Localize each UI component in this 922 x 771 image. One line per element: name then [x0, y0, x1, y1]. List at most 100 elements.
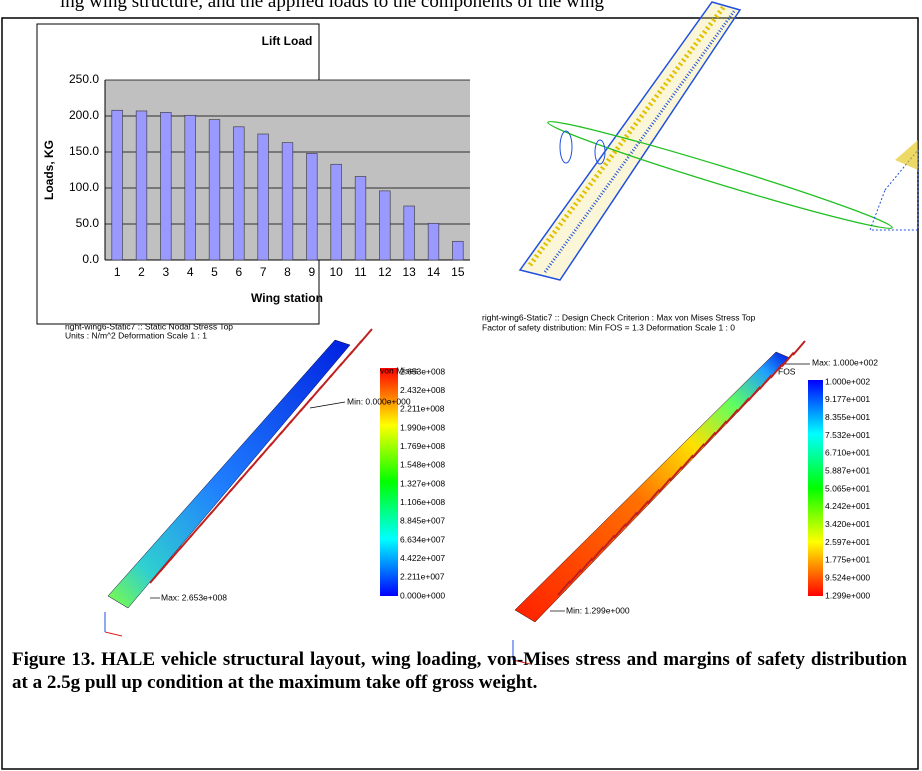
x-tick-label: 13 [402, 265, 416, 279]
x-tick-label: 3 [162, 265, 169, 279]
colorbar-label: 9.524e+000 [825, 572, 870, 582]
load-arrow [713, 420, 728, 436]
colorbar-label: 8.845e+007 [400, 516, 445, 526]
colorbar-label: 5.887e+001 [825, 465, 870, 475]
fos-header: Factor of safety distribution: Min FOS =… [482, 322, 735, 332]
y-tick-label: 50.0 [76, 216, 100, 230]
colorbar-label: 6.710e+001 [825, 448, 870, 458]
load-arrow [758, 374, 773, 390]
load-arrows [149, 328, 806, 596]
x-tick-label: 10 [329, 265, 343, 279]
load-arrow [590, 546, 605, 562]
colorbar-label: 5.065e+001 [825, 483, 870, 493]
bar [257, 133, 269, 261]
y-tick-label: 100.0 [69, 180, 99, 194]
fos-colorbar [808, 380, 823, 596]
load-arrow [691, 443, 706, 459]
bar [354, 176, 367, 261]
x-tick-label: 4 [187, 265, 194, 279]
fos-wing [514, 351, 791, 623]
colorbar-label: 1.327e+008 [400, 478, 445, 488]
colorbar-label: 4.422e+007 [400, 553, 445, 563]
colorbar-label: 2.211e+008 [400, 404, 445, 414]
x-tick-label: 11 [354, 265, 367, 279]
load-arrow [781, 351, 795, 368]
load-arrow [613, 523, 627, 539]
colorbar-label: 2.432e+008 [400, 385, 445, 395]
colorbar-label: 1.775e+001 [825, 555, 870, 565]
load-arrow [568, 568, 582, 585]
bar [208, 119, 221, 261]
colorbar-label: 9.177e+001 [825, 394, 870, 404]
y-tick-label: 200.0 [69, 108, 99, 122]
load-arrow [624, 511, 638, 528]
stress-header: Units : N/m^2 Deformation Scale 1 : 1 [65, 330, 207, 340]
x-tick-label: 1 [114, 265, 121, 279]
colorbar-label: 7.532e+001 [825, 430, 870, 440]
x-tick-label: 8 [284, 265, 291, 279]
stress-legend-title: von Mises [380, 365, 418, 375]
bar [281, 142, 294, 261]
bar [452, 240, 464, 261]
load-arrow [736, 397, 750, 413]
stress-max: Max: 2.653e+008 [161, 592, 227, 602]
colorbar-label: 6.634e+007 [400, 534, 445, 544]
x-axis-label: Wing station [251, 291, 323, 305]
colorbar-label: 2.597e+001 [825, 537, 870, 547]
x-tick-label: 9 [308, 265, 315, 279]
colorbar-label: 1.548e+008 [400, 460, 445, 470]
load-arrow [602, 534, 616, 550]
load-arrow [635, 500, 650, 516]
bar [379, 190, 391, 261]
load-arrow [359, 328, 373, 344]
x-tick-label: 12 [378, 265, 392, 279]
colorbar-label: 2.653e+008 [400, 366, 445, 376]
colorbar-label: 1.769e+008 [400, 441, 445, 451]
bar [135, 110, 148, 261]
load-arrow [680, 454, 694, 470]
stress-header: right-wing6-Static7 :: Static Nodal Stre… [65, 321, 233, 331]
x-tick-label: 2 [138, 265, 145, 279]
colorbar-label: 1.990e+008 [400, 422, 445, 432]
text-fragment: ing wing structure, and the applied load… [60, 0, 605, 12]
stress-wing [107, 339, 351, 609]
colorbar-label: 1.299e+000 [825, 590, 870, 600]
figure-caption: Figure 13. HALE vehicle structural layou… [12, 649, 907, 693]
bar [111, 109, 123, 261]
colorbar-label: 3.420e+001 [825, 519, 870, 529]
colorbar-label: 1.106e+008 [400, 497, 445, 507]
stress-min: Min: 0.000e+000 [347, 396, 411, 406]
aircraft-layout [518, 1, 919, 281]
colorbar-label: 1.000e+002 [825, 376, 870, 386]
x-tick-label: 7 [260, 265, 267, 279]
fos-header: right-wing6-Static7 :: Design Check Crit… [482, 312, 756, 322]
bar [427, 222, 440, 261]
bar [330, 163, 342, 261]
x-tick-label: 6 [235, 265, 242, 279]
stress-colorbar [380, 368, 398, 596]
x-tick-label: 14 [427, 265, 441, 279]
load-arrow [769, 363, 784, 379]
y-tick-label: 150.0 [69, 144, 99, 158]
fos-max: Max: 1.000e+002 [812, 357, 878, 367]
colorbar-label: 4.242e+001 [825, 501, 870, 511]
y-tick-label: 250.0 [69, 72, 99, 86]
x-tick-label: 5 [211, 265, 218, 279]
load-arrow [702, 431, 717, 448]
load-arrow [725, 408, 739, 425]
axis-triads [104, 612, 531, 665]
load-arrow [579, 557, 594, 573]
y-tick-label: 0.0 [82, 252, 99, 266]
chart-title: Lift Load [262, 34, 313, 48]
bar [233, 126, 245, 261]
colorbar-label: 8.355e+001 [825, 412, 870, 422]
y-axis-label: Loads, KG [42, 140, 56, 200]
figure-frame [1, 17, 919, 770]
load-arrow [792, 340, 806, 356]
bar [306, 153, 318, 261]
bar [160, 112, 172, 261]
load-arrow [646, 488, 661, 505]
colorbar-label: 2.211e+007 [400, 572, 445, 582]
fos-legend-title: FOS [778, 366, 796, 376]
